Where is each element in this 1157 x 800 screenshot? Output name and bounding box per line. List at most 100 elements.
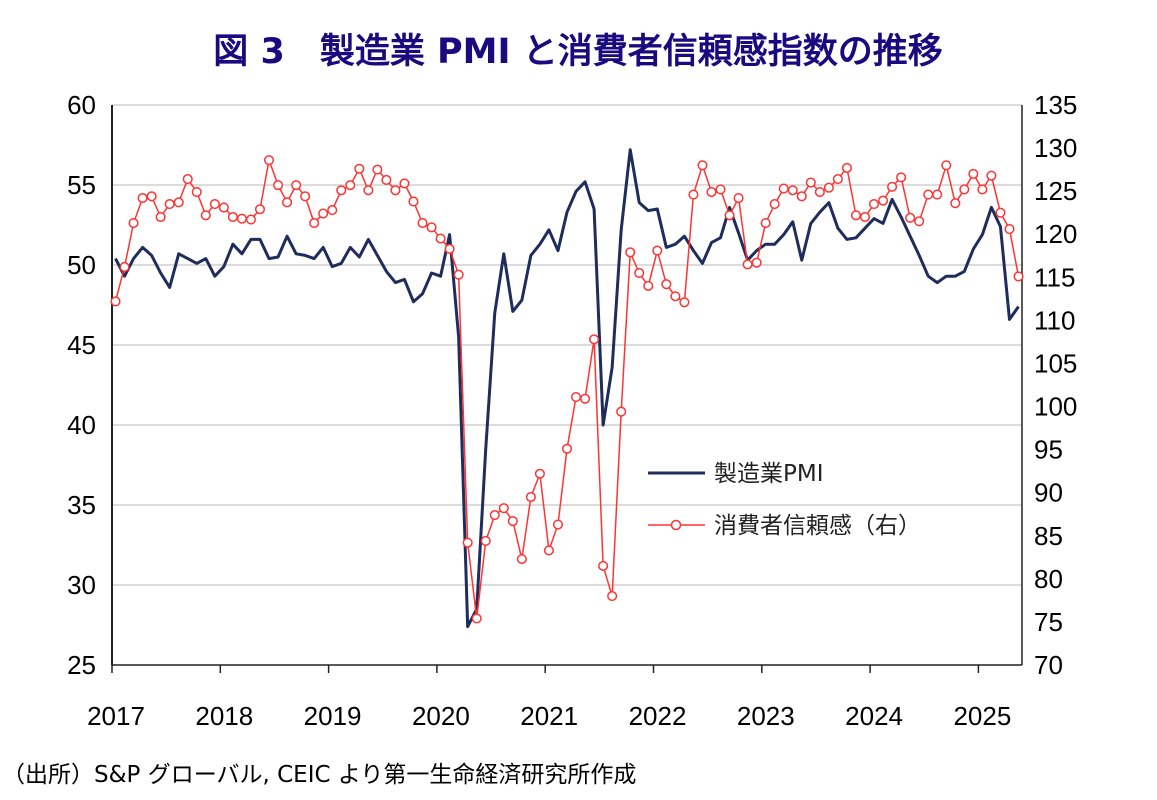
consumer-confidence-point <box>516 553 527 565</box>
consumer-confidence-point <box>227 211 238 223</box>
consumer-confidence-point <box>751 257 762 268</box>
right-tick-label: 135 <box>1034 90 1077 120</box>
consumer-confidence-point <box>977 184 988 195</box>
consumer-confidence-point <box>589 334 600 345</box>
consumer-confidence-point <box>200 210 211 221</box>
consumer-confidence-point <box>570 392 582 403</box>
consumer-confidence-point <box>471 613 482 624</box>
consumer-confidence-point <box>137 192 148 204</box>
left-tick-label: 30 <box>67 570 96 600</box>
consumer-confidence-point <box>282 197 293 208</box>
consumer-confidence-point <box>209 199 220 210</box>
legend: 製造業PMI 消費者信頼感（右） <box>648 461 921 539</box>
consumer-confidence-point <box>345 180 356 191</box>
left-tick-label: 40 <box>67 410 96 440</box>
consumer-confidence-point <box>191 186 202 198</box>
consumer-confidence-point <box>742 259 753 270</box>
consumer-confidence-point <box>489 510 500 521</box>
consumer-confidence-point <box>787 185 798 196</box>
legend-label-pmi: 製造業PMI <box>714 461 824 487</box>
legend-marker-consumer-confidence <box>670 519 682 531</box>
consumer-confidence-point <box>715 184 726 195</box>
consumer-confidence-point <box>688 189 699 200</box>
consumer-confidence-point <box>841 162 852 173</box>
consumer-confidence-point <box>381 174 392 186</box>
consumer-confidence-point <box>941 160 952 171</box>
consumer-confidence-point <box>652 245 663 256</box>
x-tick-label: 2017 <box>87 701 145 731</box>
consumer-confidence-point <box>507 516 518 527</box>
consumer-confidence-point <box>950 198 961 209</box>
consumer-confidence-point <box>580 393 591 404</box>
consumer-confidence-point <box>272 180 284 191</box>
consumer-confidence-point <box>354 163 365 174</box>
right-tick-label: 85 <box>1034 521 1063 551</box>
consumer-confidence-point <box>119 261 130 273</box>
consumer-confidence-point <box>435 233 446 244</box>
consumer-confidence-point <box>155 211 166 223</box>
right-tick-label: 120 <box>1034 219 1077 249</box>
consumer-confidence-point <box>986 170 997 181</box>
consumer-confidence-point <box>309 217 320 229</box>
x-tick-label: 2022 <box>629 701 687 731</box>
consumer-confidence-point <box>480 535 491 546</box>
consumer-confidence-point <box>616 406 627 417</box>
consumer-confidence-point <box>923 189 934 200</box>
consumer-confidence-point <box>896 172 907 183</box>
consumer-confidence-point <box>327 205 338 216</box>
x-tick-label: 2025 <box>953 701 1011 731</box>
x-tick-label: 2018 <box>195 701 253 731</box>
consumer-confidence-point <box>300 191 311 202</box>
consumer-confidence-point <box>561 443 573 454</box>
consumer-confidence-point <box>932 189 943 200</box>
consumer-confidence-point <box>417 217 428 229</box>
axes <box>111 105 1023 666</box>
consumer-confidence-point <box>823 182 834 193</box>
consumer-confidence-point <box>218 202 229 213</box>
consumer-confidence-point <box>236 213 247 224</box>
consumer-confidence-point <box>173 197 184 208</box>
consumer-confidence-point <box>905 212 916 223</box>
consumer-confidence-point <box>733 192 744 204</box>
consumer-confidence-point <box>850 210 862 221</box>
right-tick-label: 130 <box>1034 133 1077 163</box>
right-tick-label: 95 <box>1034 435 1063 465</box>
consumer-confidence-point <box>796 191 807 202</box>
left-axis-ticks: 25 30 35 40 45 50 55 60 <box>67 90 96 680</box>
consumer-confidence-point <box>661 279 672 290</box>
right-tick-label: 105 <box>1034 348 1077 378</box>
right-tick-label: 90 <box>1034 478 1063 508</box>
consumer-confidence-point <box>959 184 970 195</box>
consumer-confidence-point <box>995 207 1006 218</box>
series-group <box>110 148 1024 629</box>
consumer-confidence-point <box>634 267 645 279</box>
x-tick-label: 2019 <box>304 701 362 731</box>
consumer-confidence-point <box>164 199 175 210</box>
pmi-line <box>114 148 1020 629</box>
right-tick-label: 80 <box>1034 564 1063 594</box>
left-tick-label: 60 <box>67 90 96 120</box>
chart-title: 図 3 製造業 PMI と消費者信頼感指数の推移 <box>213 32 942 72</box>
consumer-confidence-point <box>878 195 889 206</box>
consumer-confidence-point <box>399 178 410 189</box>
x-tick-label: 2021 <box>520 701 578 731</box>
right-axis-ticks: 70 75 80 85 90 95 100 105 110 115 120 125 130 135 <box>1034 90 1077 680</box>
consumer-confidence-point <box>814 186 825 198</box>
consumer-confidence-point <box>760 217 771 229</box>
consumer-confidence-point <box>128 217 139 229</box>
consumer-confidence-point <box>254 204 266 215</box>
consumer-confidence-point <box>598 560 609 571</box>
x-axis-ticks: 2017 2018 2019 2020 2021 2022 2023 2024 2025 <box>87 665 1011 731</box>
consumer-confidence-point <box>1004 224 1015 235</box>
gridlines <box>112 104 1022 586</box>
x-tick-label: 2023 <box>737 701 795 731</box>
consumer-confidence-point <box>868 199 880 210</box>
consumer-confidence-point <box>625 247 636 258</box>
consumer-confidence-point <box>263 155 275 166</box>
consumer-confidence-point <box>453 269 464 280</box>
consumer-confidence-point <box>832 174 843 185</box>
left-tick-label: 50 <box>67 250 96 280</box>
left-tick-label: 35 <box>67 490 96 520</box>
right-tick-label: 100 <box>1034 392 1077 422</box>
